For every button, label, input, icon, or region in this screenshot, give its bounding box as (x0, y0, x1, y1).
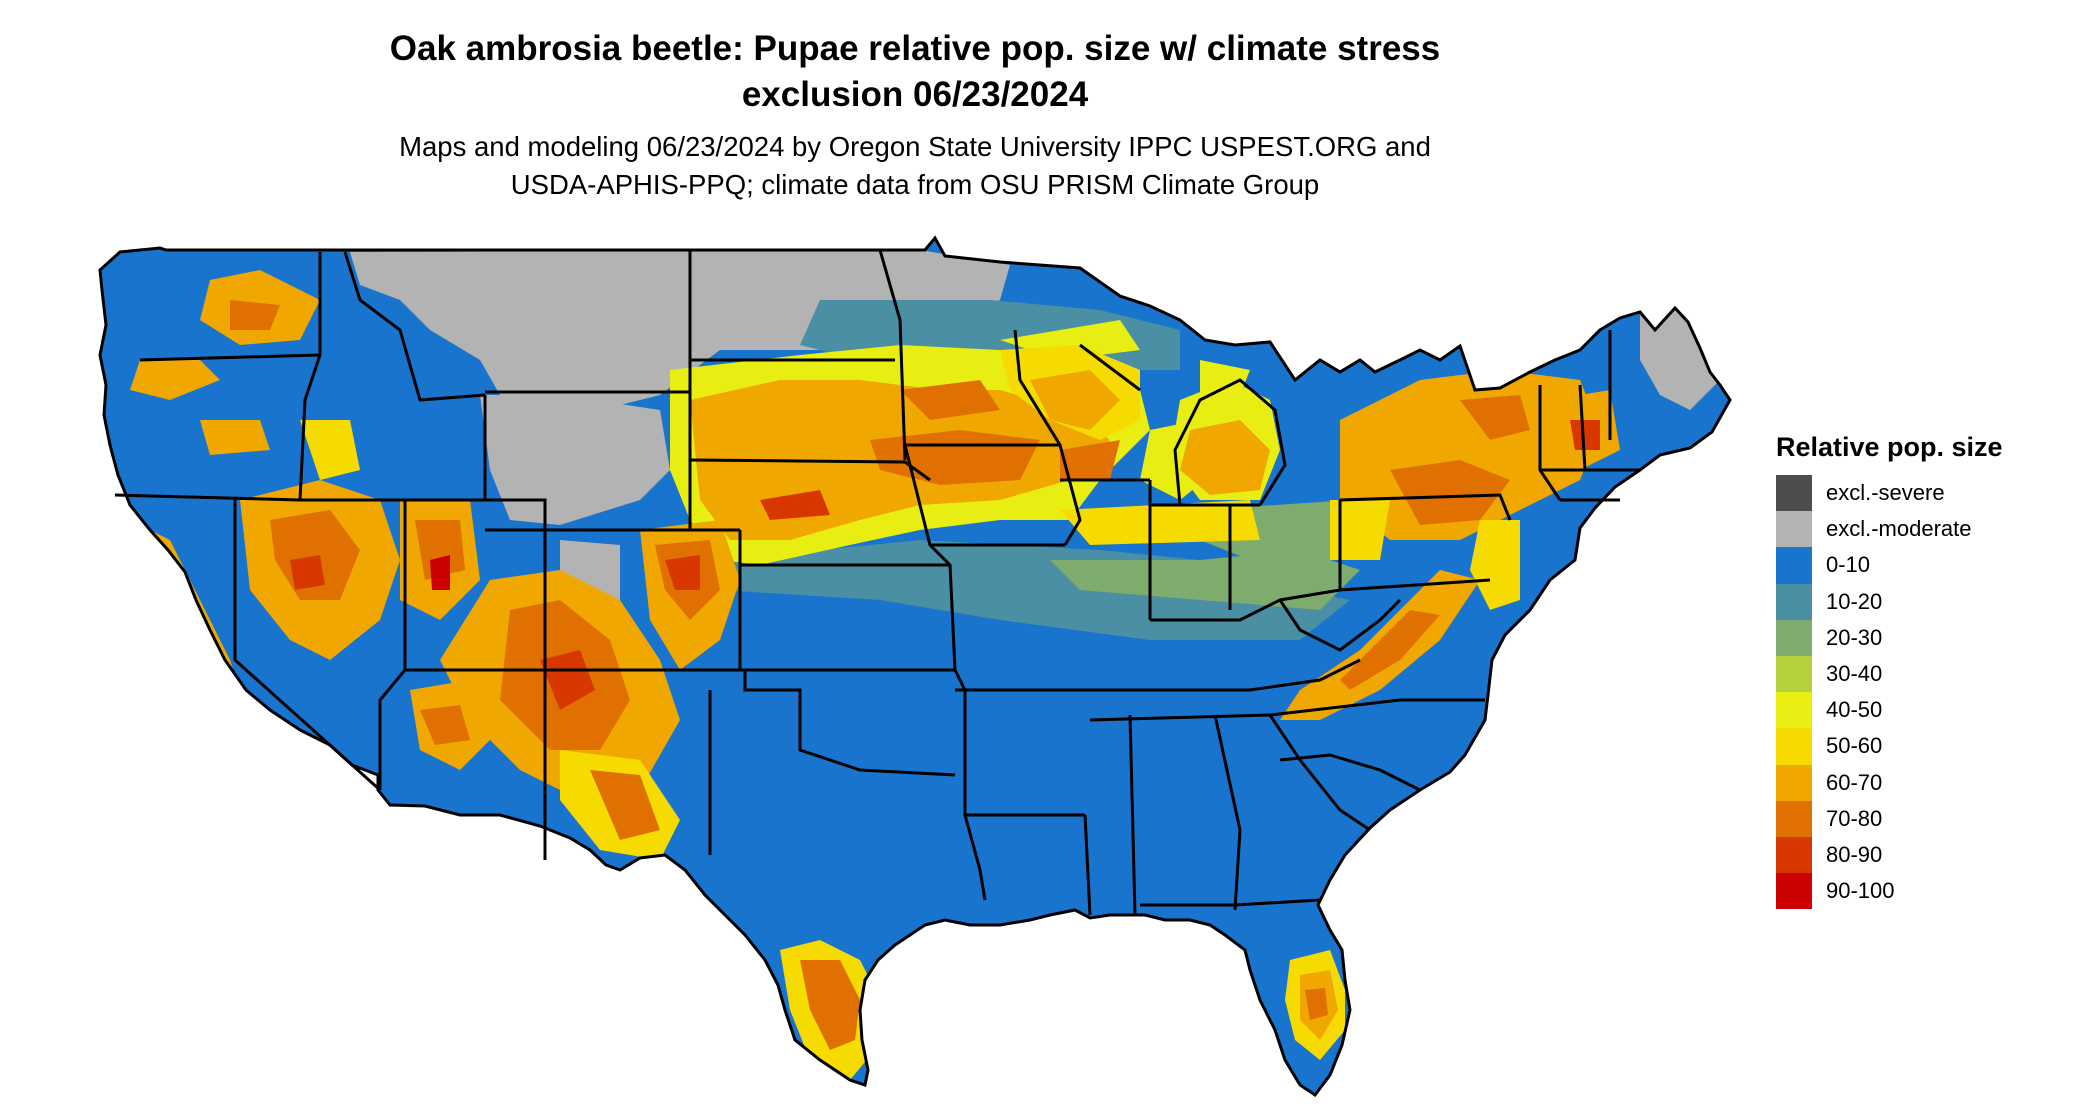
legend-swatch (1776, 873, 1812, 910)
legend-items: excl.-severe excl.-moderate 0-10 10-20 20-30… (1776, 475, 2003, 910)
legend-swatch (1776, 655, 1812, 693)
legend-item: 0-10 (1776, 547, 2003, 584)
legend-item: 50-60 (1776, 728, 2003, 765)
legend-swatch (1776, 475, 1812, 512)
map-title-line1: Oak ambrosia beetle: Pupae relative pop.… (389, 29, 1441, 68)
legend-swatch (1776, 764, 1812, 801)
map-title: Oak ambrosia beetle: Pupae relative pop.… (320, 26, 1510, 118)
legend-item: 10-20 (1776, 583, 2003, 620)
legend-label: excl.-moderate (1826, 516, 1972, 542)
legend-label: 10-20 (1826, 588, 1883, 614)
legend-swatch (1776, 547, 1812, 584)
map-subtitle-line2: USDA-APHIS-PPQ; climate data from OSU PR… (510, 169, 1320, 200)
legend-item: excl.-severe (1776, 475, 2003, 512)
legend-item: 40-50 (1776, 692, 2003, 729)
legend-item: 90-100 (1776, 873, 2003, 910)
legend-item: excl.-moderate (1776, 511, 2003, 548)
legend-label: 30-40 (1826, 661, 1883, 687)
legend-label: 40-50 (1826, 697, 1883, 723)
legend-swatch (1776, 619, 1812, 656)
legend-label: 60-70 (1826, 769, 1883, 795)
legend-title: Relative pop. size (1776, 432, 2003, 462)
map-subtitle-line1: Maps and modeling 06/23/2024 by Oregon S… (399, 131, 1431, 162)
legend-swatch (1776, 692, 1812, 729)
legend-swatch (1776, 583, 1812, 620)
legend-item: 80-90 (1776, 836, 2003, 874)
legend-item: 30-40 (1776, 655, 2003, 693)
legend-swatch (1776, 836, 1812, 874)
legend-item: 60-70 (1776, 764, 2003, 801)
legend-label: 0-10 (1826, 552, 1871, 578)
legend-label: 70-80 (1826, 805, 1883, 831)
map-subtitle: Maps and modeling 06/23/2024 by Oregon S… (320, 128, 1510, 204)
legend-label: excl.-severe (1826, 480, 1945, 506)
legend-item: 70-80 (1776, 800, 2003, 837)
legend-swatch (1776, 728, 1812, 765)
legend-swatch (1776, 800, 1812, 837)
legend-label: 20-30 (1826, 624, 1883, 650)
legend: Relative pop. size excl.-severe excl.-mod… (1776, 432, 2003, 910)
legend-label: 80-90 (1826, 841, 1883, 867)
legend-item: 20-30 (1776, 619, 2003, 656)
legend-label: 50-60 (1826, 733, 1883, 759)
legend-label: 90-100 (1826, 878, 1895, 904)
legend-swatch (1776, 511, 1812, 548)
map-title-line2: exclusion 06/23/2024 (741, 75, 1089, 114)
